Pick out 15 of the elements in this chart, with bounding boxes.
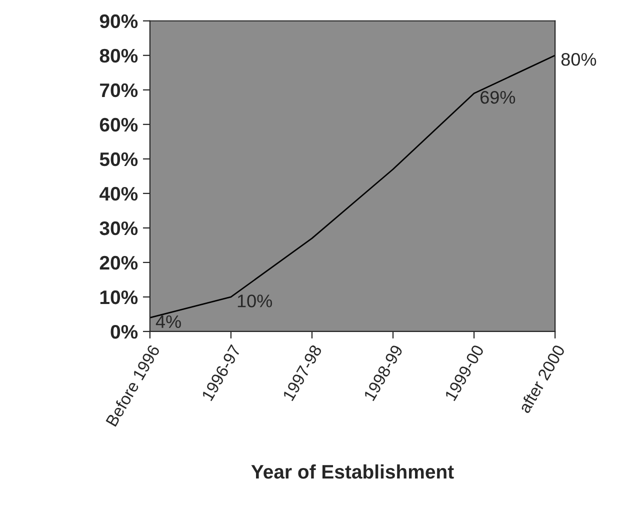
y-tick-label: 30% bbox=[100, 221, 138, 236]
data-label: 80% bbox=[561, 53, 596, 66]
x-axis-title: Year of Establishment bbox=[251, 464, 454, 479]
y-tick-label: 10% bbox=[100, 290, 138, 304]
y-tick-label: 70% bbox=[100, 83, 138, 98]
y-tick-label: 0% bbox=[110, 324, 138, 339]
y-tick-label: 20% bbox=[100, 256, 138, 270]
y-tick-label: 60% bbox=[100, 118, 138, 132]
data-label: 69% bbox=[480, 90, 516, 104]
y-tick-label: 90% bbox=[100, 14, 138, 28]
y-tick-label: 50% bbox=[100, 152, 138, 166]
data-label: 4% bbox=[156, 315, 181, 328]
data-label: 10% bbox=[238, 294, 272, 308]
y-tick-label: 80% bbox=[100, 48, 138, 63]
y-tick-label: 40% bbox=[100, 186, 138, 201]
